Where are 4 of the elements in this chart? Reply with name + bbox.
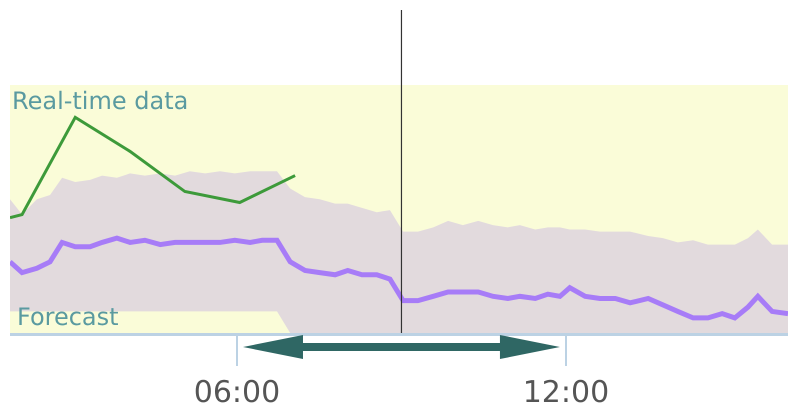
x-tick-label: 12:00 xyxy=(522,375,610,404)
x-tick-label: 06:00 xyxy=(194,375,280,404)
series-label: Forecast xyxy=(17,303,119,331)
series-label: Real-time data xyxy=(12,87,188,115)
